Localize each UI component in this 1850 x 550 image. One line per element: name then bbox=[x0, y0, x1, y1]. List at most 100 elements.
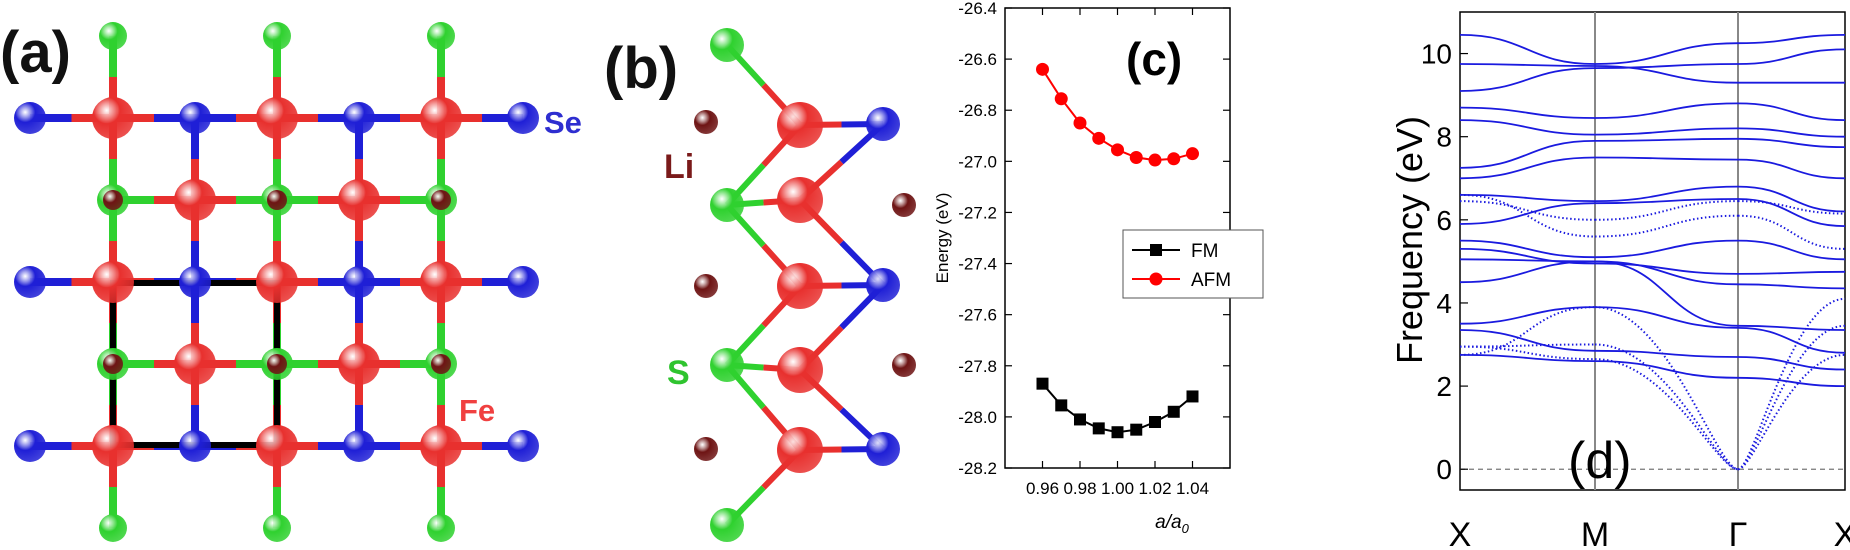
y-tick-label: -27.0 bbox=[958, 152, 997, 171]
legend-fm-label: FM bbox=[1191, 241, 1218, 262]
afm-point bbox=[1129, 151, 1143, 164]
afm-point bbox=[1148, 153, 1162, 167]
se-atom bbox=[343, 430, 375, 462]
phonon-band bbox=[1459, 198, 1846, 227]
phonon-band bbox=[1459, 329, 1846, 371]
afm-point bbox=[1073, 116, 1087, 130]
fe-atom bbox=[256, 425, 298, 467]
y-tick-label: -27.8 bbox=[958, 357, 997, 376]
se-atom bbox=[866, 432, 900, 466]
fe-atom bbox=[256, 97, 298, 139]
phonon-band-dotted bbox=[1459, 324, 1846, 471]
s-atom bbox=[427, 22, 455, 50]
energy-y-axis-label: Energy (eV) bbox=[933, 193, 952, 284]
afm-point bbox=[1054, 92, 1068, 106]
energy-chart: -26.4 -26.6 -26.8 -27.0 -27.2 -27.4 -27.6 -27.8… bbox=[933, 0, 1264, 536]
phonon-band bbox=[1459, 102, 1846, 121]
x-tick-label: 0.98 bbox=[1063, 479, 1096, 498]
li-label: Li bbox=[664, 148, 694, 186]
fm-point bbox=[1149, 416, 1161, 428]
se-atom bbox=[179, 102, 211, 134]
y-tick-label: 10 bbox=[1421, 39, 1452, 70]
panel-a-label: (a) bbox=[0, 20, 71, 85]
fe-atom bbox=[256, 261, 298, 303]
fe-atom bbox=[777, 177, 823, 223]
y-tick-label: 2 bbox=[1436, 371, 1452, 402]
li-atom bbox=[892, 193, 916, 217]
y-tick-label: -26.6 bbox=[958, 50, 997, 69]
phonon-band bbox=[1459, 63, 1845, 84]
fe-atom bbox=[420, 261, 462, 303]
fe-atom bbox=[338, 179, 380, 221]
se-atom bbox=[14, 430, 46, 462]
chart-c-legend: FM AFM bbox=[1122, 229, 1264, 299]
s-atom bbox=[263, 514, 291, 542]
legend-fm-marker bbox=[1150, 244, 1162, 256]
y-tick-label: -28.2 bbox=[958, 459, 997, 478]
y-tick-label: 8 bbox=[1436, 122, 1452, 153]
y-tick-label: -28.0 bbox=[958, 408, 997, 427]
se-atom bbox=[14, 266, 46, 298]
s-atom bbox=[710, 188, 744, 222]
li-atom bbox=[431, 190, 451, 210]
k-point-label: Γ bbox=[1729, 516, 1748, 550]
fe-label: Fe bbox=[459, 393, 495, 428]
afm-point bbox=[1092, 131, 1106, 145]
s-atom bbox=[99, 514, 127, 542]
fm-point bbox=[1092, 422, 1105, 435]
legend-afm-marker bbox=[1149, 272, 1163, 286]
phonon-band-dotted bbox=[1459, 200, 1846, 221]
k-point-label: X bbox=[1834, 516, 1850, 550]
fe-atom bbox=[92, 97, 134, 139]
phonon-band bbox=[1459, 119, 1846, 138]
li-atom bbox=[103, 190, 123, 210]
li-atom bbox=[694, 274, 718, 298]
li-atom bbox=[694, 110, 718, 134]
fe-atom bbox=[338, 343, 380, 385]
x-tick-label: 0.96 bbox=[1026, 479, 1059, 498]
se-atom bbox=[507, 266, 539, 298]
fm-point bbox=[1111, 426, 1124, 439]
legend-box bbox=[1122, 229, 1264, 299]
chart-d-frame bbox=[1459, 11, 1846, 491]
x-axis-label-main: a/a bbox=[1155, 512, 1181, 533]
fm-point bbox=[1130, 423, 1143, 436]
y-tick-label: -26.8 bbox=[958, 101, 997, 120]
s-atom bbox=[263, 22, 291, 50]
se-atom bbox=[179, 266, 211, 298]
s-label: S bbox=[667, 354, 690, 392]
fe-atom bbox=[777, 263, 823, 309]
phonon-chart: 0 2 4 6 8 10 X M Γ X (d) Frequency (eV) bbox=[1389, 11, 1850, 550]
x-tick-label: 1.04 bbox=[1176, 479, 1209, 498]
phonon-band bbox=[1459, 137, 1846, 169]
li-atom bbox=[694, 437, 718, 461]
frequency-y-axis-label: Frequency (eV) bbox=[1389, 116, 1430, 364]
k-point-label: M bbox=[1581, 516, 1609, 550]
fm-point bbox=[1055, 399, 1068, 412]
se-atom bbox=[343, 266, 375, 298]
s-atom bbox=[710, 348, 744, 382]
y-tick-label: 0 bbox=[1436, 454, 1452, 485]
se-atom bbox=[343, 102, 375, 134]
y-tick-label: -27.4 bbox=[958, 255, 997, 274]
phonon-band bbox=[1459, 48, 1846, 92]
fm-point bbox=[1186, 390, 1199, 403]
phonon-band bbox=[1459, 239, 1846, 261]
se-atom bbox=[179, 430, 211, 462]
phonon-band-dotted bbox=[1459, 345, 1846, 471]
fe-atom bbox=[174, 179, 216, 221]
phonon-band bbox=[1459, 306, 1846, 354]
legend-afm-label: AFM bbox=[1191, 270, 1231, 291]
y-tick-label: -26.4 bbox=[958, 0, 997, 18]
s-atom bbox=[710, 508, 744, 542]
phonon-band bbox=[1459, 34, 1846, 65]
li-atom bbox=[103, 354, 123, 374]
panel-b-label: (b) bbox=[604, 36, 678, 101]
phonon-band bbox=[1459, 260, 1846, 331]
y-tick-label: -27.2 bbox=[958, 203, 997, 222]
li-atom bbox=[431, 354, 451, 374]
fe-atom bbox=[174, 343, 216, 385]
y-tick-label: -27.6 bbox=[958, 306, 997, 325]
y-tick-label: 4 bbox=[1436, 288, 1452, 319]
